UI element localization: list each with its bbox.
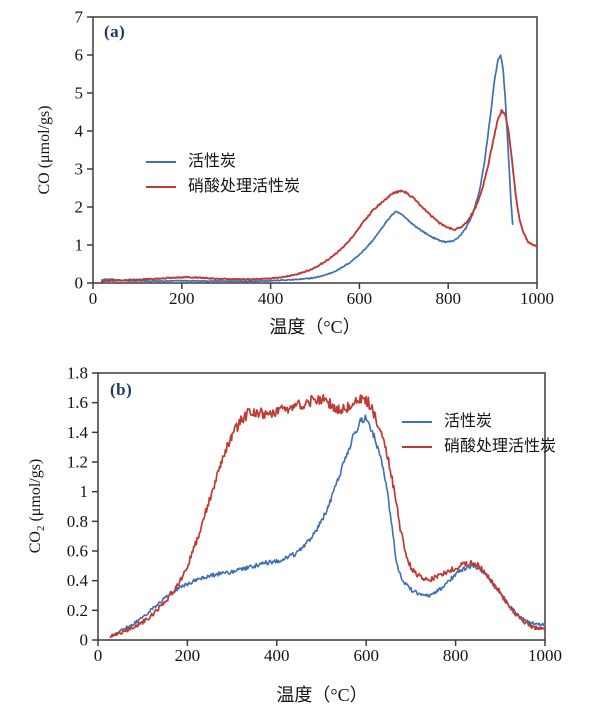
legend-line-red-icon	[146, 185, 176, 188]
panel-b-label: (b)	[110, 380, 133, 399]
y-tick-label: 3	[75, 160, 84, 179]
y-title-prefix: CO	[35, 172, 53, 195]
legend-item-activated-carbon: 活性炭	[146, 153, 300, 170]
y-tick-label: 0	[75, 274, 84, 293]
y-tick-label: 1.8	[67, 364, 88, 383]
co2-y-axis-title: CO2 (μmol/gs)	[27, 459, 47, 554]
plot-frame	[92, 16, 538, 284]
y-tick-label: 1	[80, 482, 89, 501]
legend-line-blue-icon	[402, 420, 432, 423]
x-tick-label: 800	[443, 646, 469, 665]
x-tick-label: 1000	[520, 289, 554, 308]
legend-label: 活性炭	[188, 153, 237, 170]
y-title-unit: (μmol/gs)	[35, 105, 53, 173]
y-tick-label: 7	[75, 8, 84, 27]
legend-label: 硝酸处理活性炭	[188, 178, 301, 195]
y-tick-label: 1.4	[67, 423, 89, 442]
x-tick-label: 400	[264, 646, 290, 665]
legend-a: 活性炭 硝酸处理活性炭	[146, 153, 300, 195]
legend-line-blue-icon	[146, 160, 176, 163]
y-tick-label: 5	[75, 84, 84, 103]
series-line-0	[101, 54, 514, 283]
y-tick-label: 0.2	[67, 601, 88, 620]
x-tick-label: 600	[347, 289, 373, 308]
y-tick-label: 0.8	[67, 512, 88, 531]
legend-item-acid-treated-carbon: 硝酸处理活性炭	[402, 438, 556, 455]
y-title-prefix: CO	[26, 531, 44, 554]
x-tick-label: 400	[258, 289, 284, 308]
legend-item-acid-treated-carbon: 硝酸处理活性炭	[146, 178, 300, 195]
legend-label: 活性炭	[444, 413, 493, 430]
x-tick-label: 1000	[528, 646, 562, 665]
x-tick-label: 800	[435, 289, 461, 308]
temperature-x-axis-title-a: 温度（°C）	[269, 317, 361, 337]
series-line-1	[100, 109, 538, 283]
y-tick-label: 4	[75, 122, 84, 141]
y-tick-label: 0.4	[67, 571, 89, 590]
legend-b: 活性炭 硝酸处理活性炭	[402, 413, 556, 455]
legend-item-activated-carbon: 活性炭	[402, 413, 556, 430]
legend-label: 硝酸处理活性炭	[444, 438, 557, 455]
y-tick-label: 0.6	[67, 542, 88, 561]
y-tick-label: 1.2	[67, 453, 88, 472]
x-tick-label: 0	[89, 289, 98, 308]
y-tick-label: 6	[75, 46, 84, 65]
temperature-x-axis-title-b: 温度（°C）	[276, 685, 368, 705]
series-line-1	[109, 393, 546, 639]
plot-frame	[97, 372, 546, 641]
y-tick-label: 2	[75, 198, 84, 217]
x-tick-label: 200	[169, 289, 195, 308]
y-tick-label: 1.6	[67, 393, 88, 412]
x-tick-label: 200	[175, 646, 201, 665]
y-tick-label: 0	[80, 631, 89, 650]
panel-a-label: (a)	[104, 22, 126, 41]
legend-line-red-icon	[402, 445, 432, 448]
x-tick-label: 0	[94, 646, 103, 665]
x-tick-label: 600	[353, 646, 379, 665]
y-title-sub: 2	[35, 525, 48, 532]
co-y-axis-title: CO (μmol/gs)	[36, 105, 56, 194]
y-title-unit: (μmol/gs)	[26, 458, 44, 526]
y-tick-label: 1	[75, 236, 84, 255]
